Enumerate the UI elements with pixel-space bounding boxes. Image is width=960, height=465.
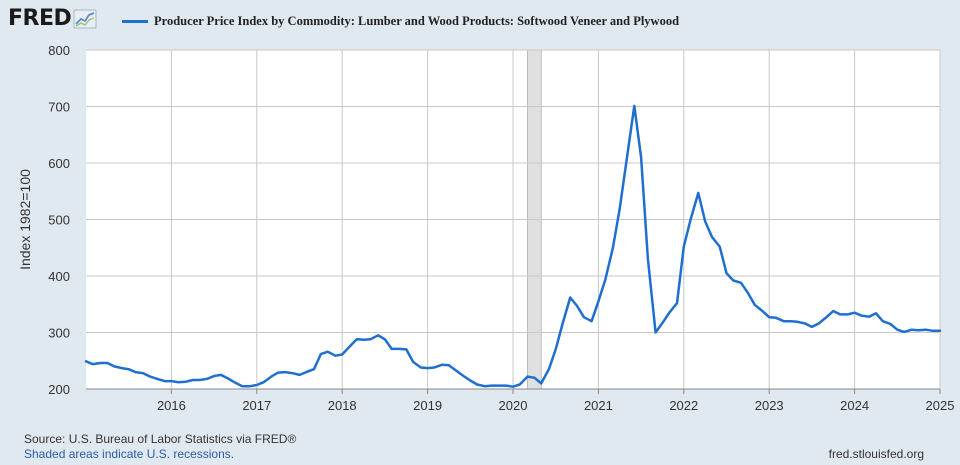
y-tick-label: 800 — [48, 43, 70, 58]
chart-footer: Source: U.S. Bureau of Labor Statistics … — [24, 432, 296, 462]
x-tick-label: 2022 — [669, 398, 698, 413]
series-line — [84, 104, 942, 388]
fred-logo-text: FRED — [8, 6, 72, 31]
y-tick-label: 300 — [48, 326, 70, 341]
y-tick-label: 700 — [48, 100, 70, 115]
x-tick-label: 2017 — [242, 398, 271, 413]
site-link[interactable]: fred.stlouisfed.org — [828, 447, 924, 461]
x-tick-label: 2024 — [840, 398, 869, 413]
chart-header: FRED Producer Price Index by Commodity: … — [8, 6, 948, 36]
x-tick-label: 2018 — [328, 398, 357, 413]
y-tick-label: 200 — [48, 382, 70, 397]
y-axis-label: Index 1982=100 — [17, 169, 33, 270]
x-tick-label: 2019 — [413, 398, 442, 413]
recession-note[interactable]: Shaded areas indicate U.S. recessions. — [24, 447, 235, 461]
line-chart: 200 300 400 500 600 700 800 2016 2017 2018 2019 20… — [17, 43, 955, 413]
y-tick-label: 500 — [48, 213, 70, 228]
x-tick-label: 2023 — [755, 398, 784, 413]
x-tick-label: 2025 — [926, 398, 955, 413]
line-graph-icon — [73, 9, 97, 28]
y-tick-label: 600 — [48, 156, 70, 171]
x-tick-label: 2016 — [157, 398, 186, 413]
x-tick-label: 2021 — [584, 398, 613, 413]
legend-swatch — [122, 20, 148, 23]
source-note: Source: U.S. Bureau of Labor Statistics … — [24, 432, 297, 446]
chart-legend: Producer Price Index by Commodity: Lumbe… — [122, 14, 679, 29]
fred-logo[interactable]: FRED — [8, 6, 97, 31]
y-tick-label: 400 — [48, 269, 70, 284]
legend-label: Producer Price Index by Commodity: Lumbe… — [154, 14, 680, 28]
x-tick-label: 2020 — [499, 398, 528, 413]
